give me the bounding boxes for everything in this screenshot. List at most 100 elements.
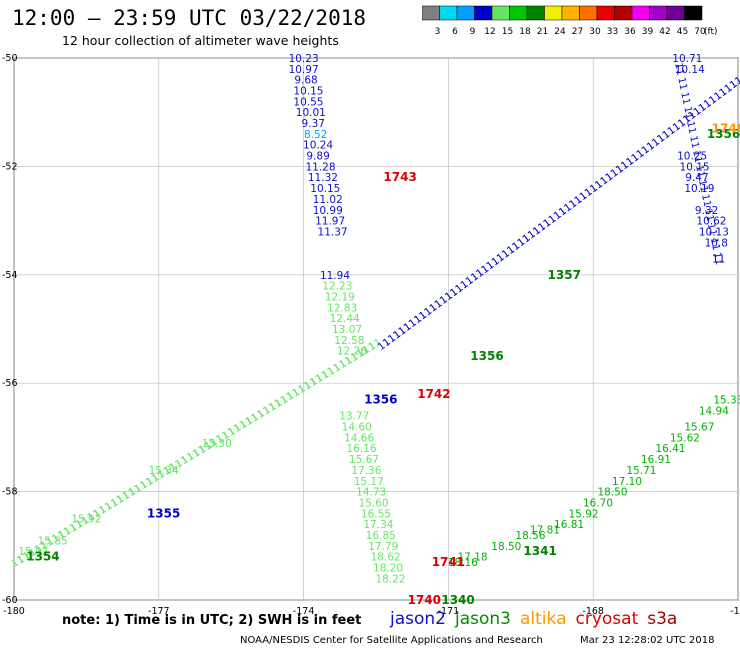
wave-height-label: 11.28 [305,161,335,173]
wave-height-label: 14.60 [342,422,372,434]
wave-height-label: 15.30 [202,438,232,450]
wave-height-label: 16.81 [554,519,584,531]
wave-height-label: 9.89 [306,151,329,163]
track-mark: 11 [690,149,703,164]
x-tick-label: -177 [148,606,170,617]
wave-height-label: 15.92 [71,514,101,526]
track-mark: 11 [728,75,740,91]
color-legend: 3 6 9 12 15 18 21 24 27 30 33 36 39 42 45 70(ft) [422,5,718,37]
track-mark: 11 [699,193,712,208]
wave-height-label: 10.71 [672,53,702,65]
track-mark: 11 [678,91,691,106]
wave-height-label: 9.47 [685,172,708,184]
wave-height-label: 10.15 [293,86,323,98]
wave-height-label: 14.94 [699,405,729,417]
wave-height-label: 12.19 [325,291,355,303]
wave-height-label: 10.8 [705,237,728,249]
y-tick-label: -60 [2,595,18,606]
y-tick-label: -56 [2,378,18,389]
time-label: 1340 [441,593,474,607]
wave-height-label: 10.62 [696,216,726,228]
wave-height-label: 12.44 [330,313,360,325]
sat-jason3: jason3 [455,609,511,629]
legend-label: 42 [659,27,670,37]
wave-height-label: 17.81 [530,525,560,537]
y-tick-label: -58 [2,487,18,498]
wave-height-label: 11 [712,254,725,266]
page-title: 12:00 – 23:59 UTC 03/22/2018 [12,6,367,30]
series-jason3-diagonal: 18.1617.1818.5018.5617.8116.8115.9216.70… [448,394,740,569]
time-label: 1354 [26,550,59,564]
time-label: 1356 [470,349,503,363]
time-label: 1356 [707,127,740,141]
legend-label: 24 [554,27,566,37]
legend-label: 6 [452,27,458,37]
wave-height-label: 15.34 [149,465,179,477]
track-mark: 11 [684,120,697,135]
wave-height-label: 18.56 [515,530,545,542]
legend-unit: (ft) [704,27,718,37]
wave-height-label: 15.02 [18,546,48,558]
wave-height-label: 10.19 [684,183,714,195]
wave-height-label: 10.24 [303,140,333,152]
legend-label: 9 [470,27,476,37]
wave-height-label: 11.97 [315,216,345,228]
legend-label: 18 [519,27,531,37]
legend-label: 15 [502,27,513,37]
wave-height-label: 18.62 [371,552,401,564]
wave-height-label: 18.16 [448,557,478,569]
wave-height-label: 10.99 [313,205,343,217]
wave-height-label: 16.91 [641,454,671,466]
legend-label: 30 [589,27,601,37]
time-label: 1748 [712,121,740,135]
legend-label: 27 [572,27,583,37]
legend-label: 3 [435,27,441,37]
track-mark: 11 [681,106,694,121]
sat-cryosat: cryosat [575,609,639,629]
credit-line: NOAA/NESDIS Center for Satellite Applica… [240,635,543,646]
sat-jason2: jason2 [390,609,446,629]
wave-height-label: 15.71 [626,465,656,477]
wave-height-label: 9.68 [294,75,317,87]
time-label: 1740 [408,593,441,607]
wave-height-label: 18.22 [375,573,405,585]
wave-height-label: 15.60 [359,497,389,509]
series-jason2: 10.2310.979.6810.1510.5510.019.378.5210.… [289,53,729,282]
page-subtitle: 12 hour collection of altimeter wave hei… [62,33,339,48]
time-label: 1742 [417,387,450,401]
wave-height-label: 17.18 [458,552,488,564]
wave-height-label: 10.25 [677,151,707,163]
legend-label: 45 [677,27,688,37]
wave-height-label: 10.14 [675,64,705,76]
wave-height-label: 11.32 [308,172,338,184]
track-mark: 11 [672,62,685,77]
wave-height-label: 10.23 [289,53,319,65]
track-mark: 11 [687,135,700,150]
legend-label: 70 [694,27,706,37]
time-label: 1355 [147,506,180,520]
wave-height-label: 17.36 [351,465,381,477]
x-tick-label: -171 [438,606,460,617]
wave-height-label: 12.83 [327,302,357,314]
wave-height-label: 18.20 [373,562,403,574]
wave-height-label: 15.17 [354,476,384,488]
wave-height-label: 18.50 [597,487,627,499]
wave-height-label: 11.02 [313,194,343,206]
wave-height-label: 16.85 [366,530,396,542]
legend-label: 21 [537,27,548,37]
wave-height-label: 15.92 [569,508,599,520]
wave-height-label: 16.55 [361,508,391,520]
wave-height-label: 14.73 [356,487,386,499]
track-mark: 11 [733,71,740,87]
x-tick-label: -180 [3,606,25,617]
wave-height-label: 13.07 [332,324,362,336]
x-tick-label: -174 [293,606,315,617]
wave-height-label: 15.62 [670,432,700,444]
wave-height-label: 15.85 [38,535,68,547]
time-label: 1341 [523,544,556,558]
satellite-legend: jason2 jason3 altika cryosat s3a [390,609,686,629]
track-mark: 11 [708,237,721,252]
wave-height-label: 11.94 [320,270,350,282]
wave-height-label: 10.15 [310,183,340,195]
